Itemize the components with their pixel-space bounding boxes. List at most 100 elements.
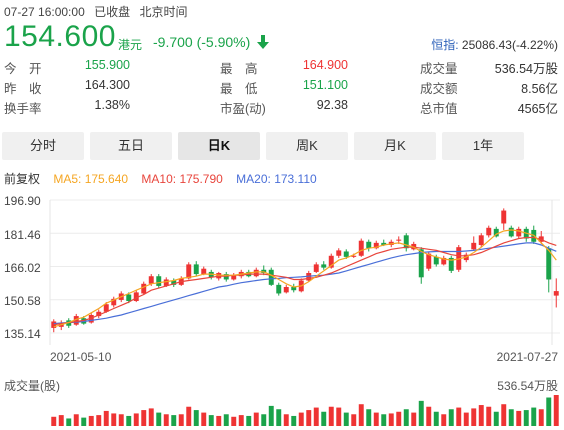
candle-body — [478, 235, 484, 246]
tab-weekly-k[interactable]: 周K — [266, 132, 348, 160]
candle-body — [373, 242, 379, 249]
ma-legend: 前复权 MA5: 175.640 MA10: 175.790 MA20: 173… — [4, 170, 327, 187]
ma10-value: MA10: 175.790 — [141, 172, 223, 186]
stat-low: 151.100 — [302, 78, 348, 92]
volume-bar — [531, 407, 537, 426]
volume-bar — [208, 415, 214, 426]
volume-bar — [51, 416, 57, 426]
volume-bar — [133, 413, 139, 426]
candle-body — [103, 304, 109, 312]
volume-bar — [448, 409, 454, 426]
volume-bar — [66, 418, 72, 426]
stat-mcap: 4565亿 — [517, 102, 558, 116]
volume-bar — [388, 413, 394, 426]
volume-bar — [238, 415, 244, 426]
candle-body — [163, 279, 169, 286]
index-name[interactable]: 恒指: — [431, 38, 459, 52]
y-tick-label: 166.02 — [4, 261, 41, 275]
candle-body — [171, 280, 177, 285]
stat-amount: 8.56亿 — [521, 82, 558, 96]
candle-body — [111, 298, 117, 306]
volume-bar — [396, 411, 402, 426]
volume-bar — [193, 410, 199, 426]
candle-body — [418, 249, 424, 278]
candle-body — [516, 228, 522, 237]
candle-body — [471, 242, 477, 250]
volume-bar — [336, 407, 342, 426]
stats-row: 换手率 1.38% 市盈(动) 92.38 总市值 4565亿 — [0, 98, 564, 118]
period-tabs: 分时 五日 日K 周K 月K 1年 — [2, 132, 562, 160]
stats-row: 昨 收 164.300 最 低 151.100 成交额 8.56亿 — [0, 78, 564, 98]
volume-bar — [516, 410, 522, 426]
volume-bar — [58, 415, 64, 426]
volume-bar — [381, 414, 387, 426]
tab-one-year[interactable]: 1年 — [442, 132, 524, 160]
candle-body — [141, 283, 147, 294]
volume-bar — [463, 412, 469, 426]
volume-bar — [441, 414, 447, 426]
adjust-mode[interactable]: 前复权 — [4, 172, 41, 186]
volume-bar — [418, 400, 424, 426]
volume-bar — [358, 404, 364, 426]
tab-five-day[interactable]: 五日 — [90, 132, 172, 160]
stat-label-mcap: 总市值 — [420, 102, 458, 116]
volume-bar — [283, 414, 289, 426]
tab-intraday[interactable]: 分时 — [2, 132, 84, 160]
arrow-down-icon — [257, 35, 269, 49]
candle-body — [336, 250, 342, 256]
y-tick-label: 150.58 — [4, 294, 41, 308]
volume-bar — [246, 415, 252, 426]
tab-daily-k[interactable]: 日K — [178, 132, 260, 160]
candle-body — [501, 210, 507, 224]
volume-bar — [373, 412, 379, 426]
ma20-line — [53, 242, 557, 325]
volume-label: 成交量(股) — [4, 379, 60, 393]
candle-body — [126, 294, 132, 301]
market-status: 已收盘 — [94, 5, 131, 19]
volume-bar — [328, 406, 334, 426]
volume-bar — [411, 412, 417, 426]
volume-bar — [201, 412, 207, 426]
quote-header: 07-27 16:00:00 已收盘 北京时间 — [4, 3, 193, 20]
volume-bar — [298, 412, 304, 426]
candle-body — [133, 292, 139, 301]
volume-bar — [508, 409, 514, 426]
currency-label: 港元 — [118, 38, 143, 52]
volume-bar — [148, 408, 154, 426]
candle-body — [283, 287, 289, 293]
stat-pe: 92.38 — [316, 98, 348, 112]
volume-bar — [291, 415, 297, 426]
stat-label-pe: 市盈(动) — [220, 102, 266, 116]
volume-bar — [171, 415, 177, 426]
candle-body — [441, 257, 447, 265]
timezone-label: 北京时间 — [139, 5, 188, 19]
index-quote[interactable]: 恒指: 25086.43(-4.22%) — [431, 36, 558, 53]
volume-last: 536.54万股 — [497, 379, 558, 393]
volume-bar — [538, 409, 544, 426]
tab-monthly-k[interactable]: 月K — [354, 132, 436, 160]
volume-bar — [523, 410, 529, 426]
candle-body — [381, 242, 387, 246]
volume-bar — [313, 407, 319, 426]
candle-body — [148, 276, 154, 284]
volume-bar — [223, 414, 229, 426]
candle-body — [291, 287, 297, 291]
stat-open: 155.900 — [84, 58, 130, 72]
y-tick-label: 135.14 — [4, 327, 41, 341]
volume-bar — [366, 409, 372, 426]
volume-bar — [276, 409, 282, 426]
volume-bar — [178, 414, 184, 426]
stat-high: 164.900 — [302, 58, 348, 72]
volume-bar — [493, 411, 499, 426]
ma5-line — [53, 229, 557, 328]
candle-body — [156, 276, 162, 286]
volume-bar — [103, 410, 109, 426]
stat-prev: 164.300 — [84, 78, 130, 92]
candle-body — [433, 256, 439, 265]
price-change: -9.700 (-5.90%) — [153, 34, 251, 50]
volume-bar — [306, 410, 312, 426]
stat-label-prev: 昨 收 — [4, 82, 42, 96]
stats-table: 今 开 155.900 最 高 164.900 成交量 536.54万股 昨 收… — [0, 58, 564, 118]
volume-bar — [231, 416, 237, 426]
